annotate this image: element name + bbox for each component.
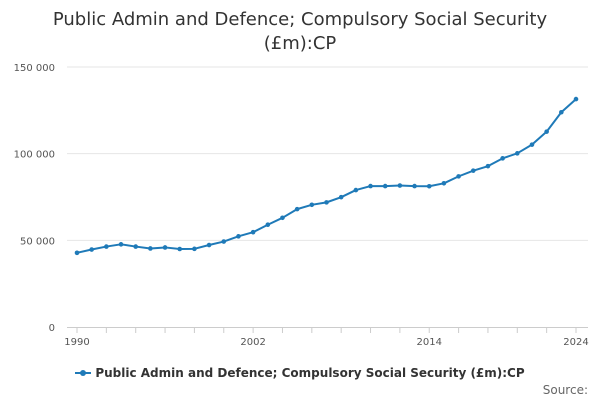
- legend-marker-swatch: [80, 370, 87, 376]
- data-point-1996[interactable]: [162, 245, 168, 250]
- data-point-2002[interactable]: [250, 229, 256, 235]
- data-point-2023[interactable]: [559, 109, 564, 115]
- y-tick-label-3: 150 000: [14, 63, 55, 74]
- data-point-1992[interactable]: [104, 244, 109, 249]
- gridlines: [67, 66, 588, 241]
- data-point-1999[interactable]: [206, 242, 212, 248]
- legend[interactable]: Public Admin and Defence; Compulsory Soc…: [0, 366, 600, 382]
- y-tick-label-0: 0: [49, 323, 55, 334]
- series-line-0: [76, 98, 577, 254]
- data-point-2010[interactable]: [368, 183, 373, 189]
- data-point-1993[interactable]: [118, 242, 124, 247]
- data-point-2024[interactable]: [573, 96, 579, 102]
- data-point-2007[interactable]: [324, 200, 329, 205]
- source-label: Source:: [542, 383, 588, 397]
- data-point-2013[interactable]: [412, 183, 417, 189]
- data-point-2006[interactable]: [309, 202, 315, 208]
- x-tick-label-2: 2014: [417, 337, 442, 348]
- x-tick-label-0: 1990: [64, 337, 89, 348]
- y-tick-label-1: 50 000: [20, 236, 55, 247]
- data-point-2020[interactable]: [514, 151, 520, 156]
- data-point-1991[interactable]: [89, 247, 94, 252]
- data-point-1994[interactable]: [133, 244, 139, 249]
- chart-title-line-2: (£m):CP: [263, 33, 337, 54]
- data-point-2003[interactable]: [265, 222, 271, 228]
- data-point-2000[interactable]: [221, 239, 227, 244]
- data-point-2005[interactable]: [294, 206, 300, 212]
- data-point-1997[interactable]: [177, 246, 183, 252]
- chart-title: Public Admin and Defence; Compulsory Soc…: [0, 8, 600, 56]
- data-point-2021[interactable]: [529, 142, 535, 147]
- data-point-1998[interactable]: [192, 246, 197, 252]
- data-point-2018[interactable]: [485, 163, 491, 169]
- data-point-2011[interactable]: [382, 183, 388, 189]
- data-point-2015[interactable]: [441, 181, 447, 186]
- y-tick-labels: 0 50 000 100 000 150 000: [14, 63, 55, 334]
- data-point-2022[interactable]: [544, 129, 549, 134]
- data-point-2008[interactable]: [338, 194, 344, 200]
- data-point-1990[interactable]: [74, 250, 80, 256]
- x-tick-label-3: 2024: [563, 337, 588, 348]
- axes: [67, 327, 588, 333]
- data-point-2009[interactable]: [353, 187, 359, 193]
- data-point-2019[interactable]: [500, 156, 505, 161]
- data-point-2017[interactable]: [470, 168, 476, 173]
- legend-label: Public Admin and Defence; Compulsory Soc…: [95, 366, 525, 380]
- y-tick-label-2: 100 000: [14, 150, 55, 161]
- data-point-2016[interactable]: [456, 174, 461, 179]
- x-tick-label-1: 2002: [240, 337, 265, 348]
- data-point-2004[interactable]: [280, 215, 285, 221]
- series-group: [74, 96, 579, 256]
- x-tick-labels: 1990 2002 2014 2024: [64, 337, 588, 348]
- data-point-2014[interactable]: [426, 183, 432, 189]
- data-point-2001[interactable]: [236, 234, 241, 239]
- legend-symbol: [75, 367, 92, 379]
- data-point-1995[interactable]: [148, 246, 153, 251]
- chart-title-line-1: Public Admin and Defence; Compulsory Soc…: [52, 9, 548, 30]
- data-point-2012[interactable]: [397, 183, 403, 188]
